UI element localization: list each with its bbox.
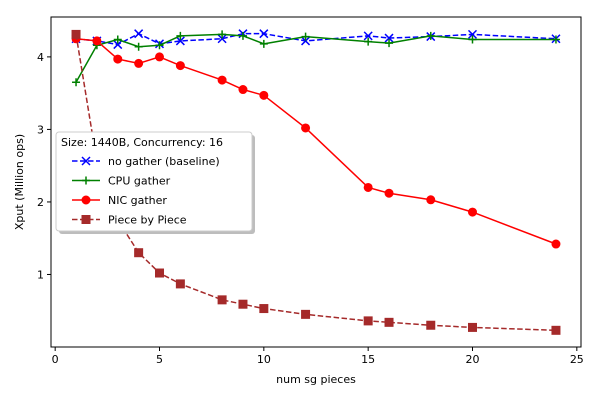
y-axis-label: Xput (Million ops) [13, 134, 26, 230]
x-tick-label: 10 [257, 353, 271, 366]
data-point [113, 54, 123, 64]
legend-label: no gather (baseline) [108, 155, 220, 168]
legend-entry: NIC gather [72, 194, 167, 207]
data-point [92, 36, 102, 46]
data-point [468, 35, 477, 44]
data-point [551, 239, 561, 249]
data-point [467, 207, 477, 217]
data-point [238, 299, 248, 309]
data-point [72, 78, 81, 87]
series-nic-gather [71, 34, 561, 249]
series-cpu-gather [72, 30, 560, 87]
data-point [155, 41, 164, 50]
data-point [238, 31, 247, 40]
y-tick-label: 3 [37, 123, 44, 136]
data-point [113, 40, 123, 50]
data-point [363, 182, 373, 192]
data-point [259, 90, 269, 100]
x-tick-label: 20 [465, 353, 479, 366]
data-point [217, 75, 227, 85]
data-point [385, 39, 394, 48]
plot-frame [50, 16, 582, 348]
data-point [301, 36, 311, 46]
data-point [113, 35, 122, 44]
legend-label: NIC gather [108, 194, 167, 207]
data-point [426, 31, 435, 40]
data-point [426, 320, 436, 330]
data-point [259, 304, 269, 314]
legend: Size: 1440B, Concurrency: 16 no gather (… [55, 131, 255, 234]
data-point [134, 248, 144, 258]
legend-label: CPU gather [108, 175, 171, 188]
data-point [551, 325, 561, 335]
data-point [301, 32, 310, 41]
data-point [384, 33, 394, 43]
data-point [134, 58, 144, 68]
legend-box [55, 131, 253, 232]
data-point [259, 29, 269, 39]
x-tick-label: 0 [52, 353, 59, 366]
legend-label: Piece by Piece [108, 214, 187, 227]
y-tick-label: 2 [37, 196, 44, 209]
data-point [134, 42, 143, 51]
data-point [176, 31, 185, 40]
x-tick-label: 25 [570, 353, 584, 366]
data-point [301, 123, 311, 133]
legend-marker [82, 176, 90, 185]
data-point [155, 52, 165, 62]
series-piece-by-piece [71, 29, 561, 335]
data-point [238, 85, 248, 95]
series-layer [71, 29, 561, 335]
x-axis-ticks: 0 5 10 15 20 25 [52, 347, 584, 366]
data-point [426, 195, 436, 205]
legend-entry: Piece by Piece [72, 214, 187, 227]
legend-entry: CPU gather [72, 175, 171, 188]
data-point [364, 37, 373, 46]
legend-entries: no gather (baseline) CPU gather NIC gather… [72, 155, 220, 227]
data-point [134, 29, 144, 39]
legend-entry: no gather (baseline) [72, 155, 220, 168]
x-tick-label: 15 [361, 353, 375, 366]
x-axis-label: num sg pieces [276, 373, 356, 386]
data-point [384, 188, 394, 198]
y-tick-label: 4 [37, 51, 44, 64]
data-point [301, 309, 311, 319]
data-point [467, 322, 477, 332]
legend-marker [81, 195, 91, 205]
data-point [217, 295, 227, 305]
data-point [217, 34, 227, 44]
data-point [175, 36, 185, 46]
data-point [175, 61, 185, 71]
data-point [218, 30, 227, 39]
x-tick-label: 5 [156, 353, 163, 366]
legend-marker [81, 156, 91, 166]
data-point [175, 279, 185, 289]
data-point [363, 316, 373, 326]
data-point [467, 29, 478, 39]
data-point [551, 35, 560, 44]
y-axis-ticks: 1 2 3 4 [37, 51, 51, 281]
data-point [259, 39, 268, 48]
data-point [363, 31, 373, 41]
legend-title: Size: 1440B, Concurrency: 16 [61, 136, 223, 149]
data-point [384, 317, 394, 327]
legend-marker [81, 215, 91, 224]
y-tick-label: 1 [37, 268, 44, 281]
data-point [155, 268, 165, 278]
data-point [71, 29, 81, 39]
